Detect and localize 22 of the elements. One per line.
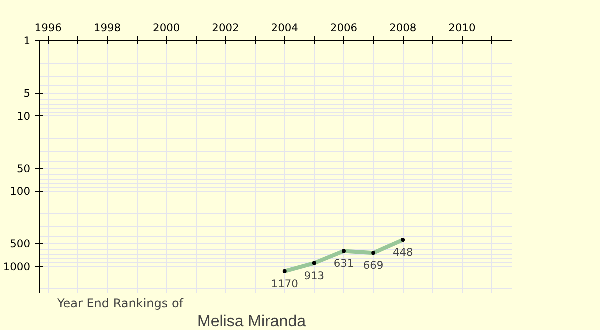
x-tick-label: 2008	[390, 22, 417, 34]
data-label: 448	[392, 246, 414, 260]
x-tick-label: 2002	[212, 22, 240, 34]
y-tick-label: 100	[10, 185, 31, 198]
x-tick-label: 2010	[448, 22, 476, 34]
data-label: 913	[304, 269, 325, 282]
data-label: 669	[363, 259, 384, 272]
y-tick-label: 500	[10, 238, 31, 251]
y-tick-label: 10	[16, 110, 31, 123]
data-label: 631	[334, 257, 354, 270]
x-tick-label: 2006	[330, 22, 358, 34]
y-tick-label: 1	[24, 34, 30, 48]
y-tick-label: 5	[24, 87, 30, 100]
text: Melisa Miranda	[198, 314, 306, 330]
x-tick-label: 1998	[94, 22, 122, 34]
x-tick-label: 1996	[34, 22, 62, 34]
data-label: 1170	[271, 277, 299, 290]
y-tick-label: 1000	[3, 260, 31, 274]
x-tick-label: 2004	[271, 22, 299, 34]
y-tick-label: 50	[16, 162, 31, 176]
x-tick-label: 2000	[153, 22, 180, 34]
text: Year End Rankings of	[56, 296, 184, 310]
